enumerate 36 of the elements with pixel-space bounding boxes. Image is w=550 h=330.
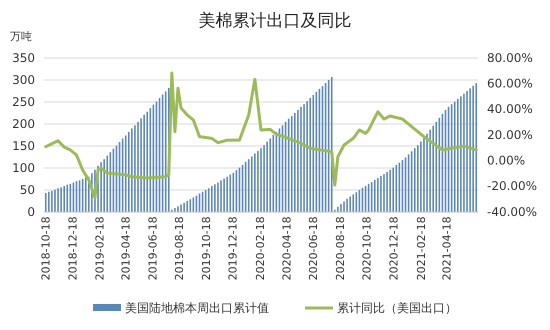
x-tick-label: 2019-02-18 [94, 216, 107, 280]
x-tick-label: 2020-12-18 [388, 216, 401, 280]
x-tick-label: 2020-06-18 [307, 216, 320, 280]
y-tick-label: 100 [12, 160, 35, 175]
x-tick-label: 2020-02-18 [254, 216, 267, 280]
x-tick-label: 2018-12-18 [66, 216, 80, 280]
x-tick-label: 2021-04-18 [440, 216, 454, 280]
y2-tick-label: 40.00% [487, 102, 533, 116]
y-tick-label: 50 [20, 182, 35, 197]
y2-tick-label: -40.00% [487, 204, 538, 219]
y-tick-label: 150 [12, 138, 35, 153]
y2-tick-label: 0.00% [487, 154, 526, 168]
y-tick-label: 300 [12, 72, 35, 87]
y2-tick-label: -20.00% [487, 179, 538, 194]
y-tick-label: 0 [27, 204, 35, 219]
x-tick-label: 2019-10-18 [200, 216, 213, 280]
legend-label: 美国陆地棉本周出口累计值 [125, 301, 269, 315]
x-tick-label: 2021-02-18 [414, 216, 428, 280]
x-tick-label: 2019-06-18 [146, 216, 160, 280]
x-tick-label: 2019-08-18 [173, 216, 186, 280]
x-tick-label: 2019-12-18 [226, 216, 240, 280]
line-series [44, 72, 478, 200]
y-axis-title: 万吨 [10, 30, 32, 43]
x-tick-label: 2020-10-18 [360, 216, 374, 280]
y2-tick-label: 60.00% [487, 76, 533, 91]
x-tick-label: 2020-04-18 [280, 216, 294, 280]
chart-title: 美棉累计出口及同比 [198, 11, 352, 31]
y-tick-label: 200 [12, 116, 35, 131]
x-tick-label: 2019-04-18 [120, 216, 133, 280]
x-tick-label: 2018-10-18 [40, 216, 53, 280]
legend-label: 累计同比（美国出口） [337, 301, 457, 315]
x-tick-label: 2020-08-18 [334, 216, 347, 280]
y-tick-label: 250 [12, 94, 35, 109]
y2-tick-label: 80.00% [487, 50, 533, 65]
y-tick-label: 350 [12, 50, 35, 65]
y2-tick-label: 20.00% [487, 128, 533, 142]
